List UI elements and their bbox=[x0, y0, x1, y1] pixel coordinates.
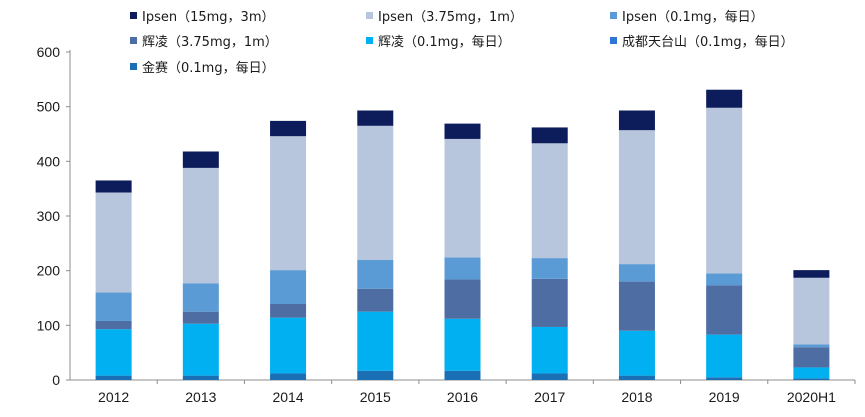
bar-segment bbox=[531, 127, 568, 144]
bar-segment bbox=[706, 377, 743, 380]
bar-segment bbox=[793, 270, 830, 278]
x-tick-label: 2020H1 bbox=[787, 389, 836, 405]
x-tick-label: 2013 bbox=[185, 389, 216, 405]
bar-segment bbox=[793, 344, 830, 348]
legend-swatch bbox=[130, 12, 137, 19]
bar-segment bbox=[270, 373, 307, 380]
legend-label: 金赛（0.1mg，每日） bbox=[142, 61, 275, 76]
bar-segment bbox=[357, 311, 394, 371]
bar-segment bbox=[531, 326, 568, 374]
bar-segment bbox=[182, 311, 219, 324]
bar-segment bbox=[357, 288, 394, 312]
legend-label: Ipsen（0.1mg，每日） bbox=[622, 10, 764, 25]
bar-segment bbox=[95, 375, 132, 380]
bar-segment bbox=[793, 277, 830, 345]
bar-segment bbox=[531, 258, 568, 279]
legend-label: 辉凌（3.75mg，1m） bbox=[142, 35, 278, 50]
bar-segment bbox=[270, 304, 307, 318]
y-tick-label: 200 bbox=[37, 263, 61, 279]
bar-segment bbox=[444, 370, 481, 380]
x-tick-label: 2018 bbox=[621, 389, 652, 405]
bar-segment bbox=[270, 270, 307, 305]
legend-item-chengdu-tiantaishan: 成都天台山（0.1mg，每日） bbox=[610, 31, 794, 50]
legend-label: Ipsen（3.75mg，1m） bbox=[378, 10, 523, 25]
legend-swatch bbox=[366, 12, 373, 19]
y-tick-label: 300 bbox=[37, 208, 61, 224]
x-tick-label: 2014 bbox=[272, 389, 303, 405]
bar-segment bbox=[793, 378, 830, 380]
bar-segment bbox=[444, 318, 481, 371]
bar-segment bbox=[95, 180, 132, 193]
bar-segment bbox=[618, 330, 655, 376]
bar-segment bbox=[270, 120, 307, 137]
bar-segment bbox=[95, 192, 132, 293]
bar-segment bbox=[182, 167, 219, 284]
y-tick-label: 600 bbox=[37, 44, 61, 60]
legend-item-ferring-3-75mg: 辉凌（3.75mg，1m） bbox=[130, 31, 278, 50]
x-tick-label: 2015 bbox=[360, 389, 391, 405]
y-tick-label: 500 bbox=[37, 99, 61, 115]
bar-segment bbox=[182, 375, 219, 380]
bar-segment bbox=[182, 323, 219, 376]
x-tick-label: 2012 bbox=[98, 389, 129, 405]
bar-segment bbox=[793, 347, 830, 368]
bar-segment bbox=[95, 329, 132, 376]
bar-segment bbox=[793, 367, 830, 379]
legend-item-gensci: 金赛（0.1mg，每日） bbox=[130, 57, 275, 76]
bar-segment bbox=[618, 110, 655, 131]
bar-segment bbox=[357, 110, 394, 126]
legend-swatch bbox=[130, 37, 137, 44]
bar-segment bbox=[182, 283, 219, 312]
legend-swatch bbox=[130, 63, 137, 70]
bar-segment bbox=[444, 138, 481, 258]
bar-segment bbox=[444, 257, 481, 280]
y-tick-label: 100 bbox=[37, 317, 61, 333]
bar-segment bbox=[357, 259, 394, 289]
legend-item-ipsen-0-1mg: Ipsen（0.1mg，每日） bbox=[610, 6, 764, 25]
bar-segment bbox=[618, 281, 655, 331]
bar-segment bbox=[618, 264, 655, 282]
legend-label: 辉凌（0.1mg，每日） bbox=[378, 35, 511, 50]
bar-segment bbox=[618, 375, 655, 380]
bar-segment bbox=[531, 278, 568, 327]
bar-segment bbox=[706, 273, 743, 286]
bar-segment bbox=[357, 125, 394, 260]
legend-item-ferring-0-1mg: 辉凌（0.1mg，每日） bbox=[366, 31, 511, 50]
legend-swatch bbox=[366, 37, 373, 44]
bar-segment bbox=[444, 279, 481, 319]
bar-segment bbox=[706, 285, 743, 335]
x-tick-label: 2016 bbox=[447, 389, 478, 405]
legend-label: Ipsen（15mg，3m） bbox=[142, 10, 275, 25]
legend-item-ipsen-3-75mg: Ipsen（3.75mg，1m） bbox=[366, 6, 523, 25]
bar-segment bbox=[357, 370, 394, 380]
bar-segment bbox=[706, 89, 743, 108]
bar-segment bbox=[182, 151, 219, 168]
bar-segment bbox=[618, 130, 655, 265]
legend-item-ipsen-15mg: Ipsen（15mg，3m） bbox=[130, 6, 275, 25]
bar-segment bbox=[531, 373, 568, 380]
legend-label: 成都天台山（0.1mg，每日） bbox=[622, 35, 794, 50]
y-tick-label: 400 bbox=[37, 153, 61, 169]
bar-segment bbox=[706, 334, 743, 378]
legend-swatch bbox=[610, 12, 617, 19]
bar-segment bbox=[531, 143, 568, 259]
bar-segment bbox=[270, 317, 307, 374]
y-tick-label: 0 bbox=[52, 372, 60, 388]
x-tick-label: 2017 bbox=[534, 389, 565, 405]
x-tick-label: 2019 bbox=[709, 389, 740, 405]
bar-segment bbox=[95, 320, 132, 330]
legend-swatch bbox=[610, 37, 617, 44]
bar-segment bbox=[706, 107, 743, 274]
bar-segment bbox=[270, 136, 307, 271]
bar-segment bbox=[95, 292, 132, 321]
bar-segment bbox=[444, 123, 481, 139]
